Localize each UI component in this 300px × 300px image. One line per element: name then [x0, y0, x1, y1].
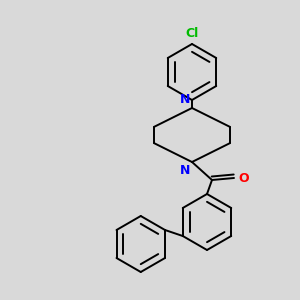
Text: N: N — [180, 164, 190, 177]
Text: Cl: Cl — [185, 27, 199, 40]
Text: O: O — [238, 172, 249, 184]
Text: N: N — [180, 93, 190, 106]
